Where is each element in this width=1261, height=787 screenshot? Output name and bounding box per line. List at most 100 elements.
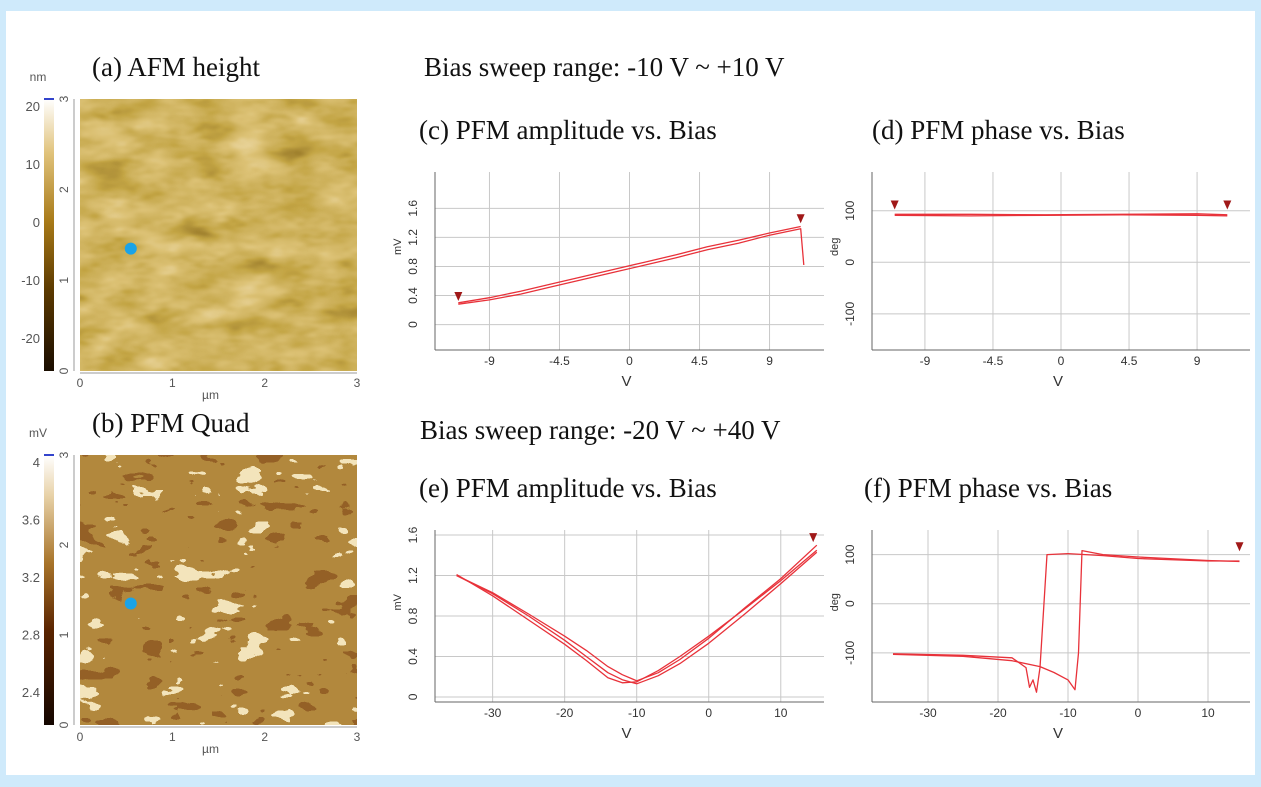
chart-c: -9 -4.5 0 4.5 9 0 0.4 0.8 1.2 1.6 VmV bbox=[392, 172, 824, 390]
sweep-range-2: Bias sweep range: -20 V ~ +40 V bbox=[420, 415, 781, 445]
x-axis-label: V bbox=[1053, 373, 1063, 390]
x-tick-label: 1 bbox=[169, 376, 176, 390]
x-tick-label: -30 bbox=[484, 706, 502, 720]
x-tick-label: 2 bbox=[261, 376, 268, 390]
x-tick-label: -9 bbox=[920, 354, 931, 368]
y-tick-label: 1.6 bbox=[406, 200, 420, 217]
y-tick-label: 0 bbox=[843, 600, 857, 607]
x-tick-label: 3 bbox=[354, 730, 361, 744]
y-tick-label: 0.8 bbox=[406, 258, 420, 275]
chart-b: mV 4 3.6 3.2 2.8 2.4 0 1 2 3 µm 3 2 1 0 bbox=[22, 426, 361, 756]
colorbar-a bbox=[44, 99, 54, 371]
y-tick-label: 1.6 bbox=[406, 526, 420, 543]
x-tick-label: 0 bbox=[1135, 706, 1142, 720]
colorbar-tick-label: 20 bbox=[26, 99, 40, 114]
chart-e: -30 -20 -10 0 10 0 0.4 0.8 1.2 1.6 VmV bbox=[392, 526, 824, 742]
x-tick-label: 0 bbox=[77, 730, 84, 744]
heatmap-image-b bbox=[80, 455, 357, 725]
x-axis-label: V bbox=[621, 373, 631, 390]
y-tick-label: 0 bbox=[843, 259, 857, 266]
series-line-3 bbox=[456, 544, 818, 682]
y-tick-label: 1 bbox=[57, 277, 71, 284]
y-tick-label: 0 bbox=[57, 367, 71, 374]
y-tick-label: -100 bbox=[843, 302, 857, 326]
sweep-end-marker bbox=[1223, 200, 1232, 210]
y-tick-label: 0.4 bbox=[406, 287, 420, 304]
colorbar-tick-label: -20 bbox=[21, 331, 40, 346]
x-tick-label: -9 bbox=[484, 354, 495, 368]
y-tick-label: 1.2 bbox=[406, 567, 420, 584]
caption-b: (b) PFM Quad bbox=[92, 408, 250, 438]
colorbar-unit-b: mV bbox=[29, 426, 47, 440]
x-tick-label: -30 bbox=[919, 706, 937, 720]
y-tick-label: 2 bbox=[57, 186, 71, 193]
x-tick-label: -4.5 bbox=[549, 354, 570, 368]
y-tick-label: 0.4 bbox=[406, 648, 420, 665]
x-tick-label: 0 bbox=[626, 354, 633, 368]
sweep-end-marker bbox=[890, 200, 899, 210]
y-tick-label: 1 bbox=[57, 631, 71, 638]
y-tick-label: 0 bbox=[406, 693, 420, 700]
colorbar-tick-label: 2.4 bbox=[22, 685, 40, 700]
x-tick-label: 0 bbox=[77, 376, 84, 390]
heatmap-image-a bbox=[80, 99, 357, 371]
x-axis-label: µm bbox=[202, 742, 219, 756]
probe-location-dot bbox=[124, 597, 137, 610]
series-line-1 bbox=[458, 228, 805, 305]
sweep-end-marker bbox=[796, 214, 805, 224]
x-tick-label: 0 bbox=[705, 706, 712, 720]
sweep-end-marker bbox=[1235, 542, 1244, 552]
x-tick-label: -4.5 bbox=[983, 354, 1004, 368]
colorbar-tick-label: 10 bbox=[26, 157, 40, 172]
y-tick-label: 1.2 bbox=[406, 229, 420, 246]
sweep-end-marker bbox=[809, 533, 818, 543]
colorbar-tick-label: 4 bbox=[33, 455, 40, 470]
y-axis-label: deg bbox=[829, 593, 841, 611]
caption-c: (c) PFM amplitude vs. Bias bbox=[419, 115, 717, 145]
x-tick-label: -10 bbox=[628, 706, 646, 720]
y-tick-label: 2 bbox=[57, 541, 71, 548]
colorbar-tick-label: -10 bbox=[21, 273, 40, 288]
y-tick-label: 3 bbox=[57, 451, 71, 458]
y-tick-label: 3 bbox=[57, 95, 71, 102]
y-tick-label: 0 bbox=[57, 721, 71, 728]
x-tick-label: 2 bbox=[261, 730, 268, 744]
y-axis-label: deg bbox=[829, 238, 841, 256]
y-axis-label: mV bbox=[392, 593, 404, 610]
sweep-end-marker bbox=[454, 291, 463, 301]
colorbar-b bbox=[44, 455, 54, 725]
caption-f: (f) PFM phase vs. Bias bbox=[864, 473, 1113, 503]
series-line-2 bbox=[894, 213, 1228, 216]
x-tick-label: -20 bbox=[989, 706, 1007, 720]
caption-d: (d) PFM phase vs. Bias bbox=[872, 115, 1125, 145]
sweep-range-1: Bias sweep range: -10 V ~ +10 V bbox=[424, 52, 785, 82]
series-line-2 bbox=[456, 551, 818, 685]
series-line-2 bbox=[892, 549, 1240, 691]
x-axis-label: V bbox=[621, 725, 631, 742]
y-axis-label: mV bbox=[392, 238, 404, 255]
colorbar-unit-a: nm bbox=[30, 70, 47, 84]
x-tick-label: 0 bbox=[1058, 354, 1065, 368]
y-tick-label: 0 bbox=[406, 321, 420, 328]
colorbar-tick-label: 3.2 bbox=[22, 570, 40, 585]
x-tick-label: 1 bbox=[169, 730, 176, 744]
x-tick-label: 4.5 bbox=[691, 354, 708, 368]
x-tick-label: -10 bbox=[1059, 706, 1077, 720]
x-tick-label: -20 bbox=[556, 706, 574, 720]
x-axis-label: µm bbox=[202, 388, 219, 402]
series-line-2 bbox=[458, 225, 801, 304]
x-tick-label: 9 bbox=[766, 354, 773, 368]
x-tick-label: 4.5 bbox=[1121, 354, 1138, 368]
x-axis-label: V bbox=[1053, 725, 1063, 742]
x-tick-label: 9 bbox=[1194, 354, 1201, 368]
y-tick-label: -100 bbox=[843, 641, 857, 665]
x-tick-label: 10 bbox=[1201, 706, 1215, 720]
colorbar-tick-label: 3.6 bbox=[22, 513, 40, 528]
series-line-1 bbox=[892, 552, 1240, 693]
x-tick-label: 3 bbox=[354, 376, 361, 390]
colorbar-tick-label: 0 bbox=[33, 215, 40, 230]
